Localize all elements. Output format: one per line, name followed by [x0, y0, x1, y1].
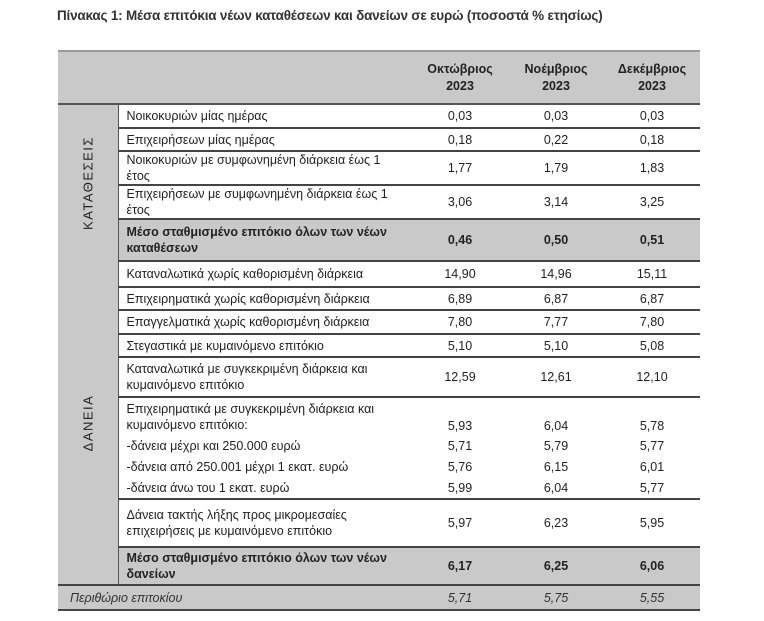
row-value: 5,77	[639, 439, 665, 453]
row-label: Επιχειρηματικά χωρίς καθορισμένη διάρκει…	[118, 286, 412, 310]
table-row: Επιχειρήσεων μίας ημέρας 0,18 0,22 0,18	[58, 127, 700, 151]
row-label: Δάνεια τακτής λήξης προς μικρομεσαίες επ…	[118, 498, 412, 547]
row-value: 6,06	[604, 546, 700, 585]
category-cell: ΚΑΤΑΘΕΣΕΙΣ	[58, 104, 119, 261]
row-value: 0,03	[412, 103, 508, 128]
column-header-october: Οκτώβριος 2023	[412, 50, 508, 105]
table-row: Στεγαστικά με κυμαινόμενο επιτόκιο 5,10 5,…	[58, 333, 700, 357]
row-value: 6,04	[508, 396, 604, 435]
row-value: 5,08	[604, 333, 700, 357]
table-row: Επιχειρήσεων με συμφωνημένη διάρκεια έως…	[58, 184, 700, 219]
category-label: ΚΑΤΑΘΕΣΕΙΣ	[80, 136, 96, 230]
table-title: Πίνακας 1: Μέσα επιτόκια νέων καταθέσεων…	[57, 8, 603, 23]
table-row: -δάνεια από 250.001 μέχρι 1 εκατ. ευρώ 5,…	[58, 457, 700, 477]
table-row: ΚΑΤΑΘΕΣΕΙΣ Νοικοκυριών μίας ημέρας 0,03 0,0…	[58, 103, 700, 261]
row-value: 5,93	[412, 396, 508, 435]
row-value: 3,14	[508, 184, 604, 219]
row-value: 12,61	[508, 356, 604, 397]
row-value: 0,03	[604, 103, 700, 128]
row-value: 0,46	[412, 218, 508, 261]
row-value: 5,78	[604, 396, 700, 435]
margin-row: Περιθώριο επιτοκίου 5,71 5,75 5,55	[58, 584, 700, 611]
row-value: 1,83	[604, 150, 700, 185]
row-value: 0,51	[604, 218, 700, 261]
row-value: 6,17	[412, 546, 508, 585]
row-value: 7,77	[508, 309, 604, 334]
row-label: Καταναλωτικά χωρίς καθορισμένη διάρκεια	[118, 260, 412, 287]
row-value: 6,87	[604, 286, 700, 310]
table-row: Επιχειρηματικά χωρίς καθορισμένη διάρκει…	[58, 286, 700, 310]
table-row: Δάνεια τακτής λήξης προς μικρομεσαίες επ…	[58, 498, 700, 547]
row-label: Επιχειρηματικά με συγκεκριμένη διάρκεια …	[118, 396, 412, 435]
table-row: -δάνεια άνω του 1 εκατ. ευρώ 5,99 6,04 5,77	[58, 477, 700, 499]
row-label: Επαγγελματικά χωρίς καθορισμένη διάρκεια	[118, 309, 412, 334]
row-value: 1,79	[508, 150, 604, 185]
header-empty	[58, 50, 412, 105]
row-value: 6,15	[543, 460, 569, 474]
row-value: 6,25	[508, 546, 604, 585]
row-value: 0,50	[508, 218, 604, 261]
margin-value: 5,55	[604, 584, 700, 611]
row-value: 6,87	[508, 286, 604, 310]
row-label: Επιχειρήσεων μίας ημέρας	[118, 127, 412, 151]
interest-rates-table: Οκτώβριος 2023 Νοέμβριος 2023 Δεκέμβριος…	[58, 50, 700, 611]
row-value: 5,97	[412, 498, 508, 547]
category-cell: ΔΑΝΕΙΑ	[58, 261, 119, 585]
row-label: Νοικοκυριών με συμφωνημένη διάρκεια έως …	[118, 150, 412, 185]
margin-label: Περιθώριο επιτοκίου	[58, 584, 412, 611]
table-row: Καταναλωτικά με συγκεκριμένη διάρκεια κα…	[58, 356, 700, 397]
column-header-november: Νοέμβριος 2023	[508, 50, 604, 105]
row-value: 0,18	[412, 127, 508, 151]
header-row: Οκτώβριος 2023 Νοέμβριος 2023 Δεκέμβριος…	[58, 50, 700, 105]
row-value: 0,22	[508, 127, 604, 151]
row-value: 5,76	[447, 460, 473, 474]
margin-value: 5,75	[508, 584, 604, 611]
row-label: -δάνεια άνω του 1 εκατ. ευρώ	[126, 480, 290, 495]
row-value: 0,18	[604, 127, 700, 151]
row-value: 5,10	[412, 333, 508, 357]
row-value: 5,79	[543, 439, 569, 453]
row-label: Στεγαστικά με κυμαινόμενο επιτόκιο	[118, 333, 412, 357]
row-value: 5,95	[604, 498, 700, 547]
row-label: Μέσο σταθμισμένο επιτόκιο όλων των νέων …	[118, 218, 412, 261]
row-value: 6,23	[508, 498, 604, 547]
row-value: 5,10	[508, 333, 604, 357]
column-header-december: Δεκέμβριος 2023	[604, 50, 700, 105]
table-row: Επιχειρηματικά με συγκεκριμένη διάρκεια …	[58, 396, 700, 435]
row-value: 14,90	[412, 260, 508, 287]
row-label: -δάνεια από 250.001 μέχρι 1 εκατ. ευρώ	[126, 460, 349, 474]
row-value: 7,80	[604, 309, 700, 334]
row-value: 3,25	[604, 184, 700, 219]
row-value: 6,01	[639, 460, 665, 474]
row-value: 0,03	[508, 103, 604, 128]
row-label: -δάνεια μέχρι και 250.000 ευρώ	[126, 439, 301, 453]
table-row: ΔΑΝΕΙΑ Καταναλωτικά χωρίς καθορισμένη διά…	[58, 260, 700, 585]
row-value: 6,04	[543, 480, 569, 495]
category-label: ΔΑΝΕΙΑ	[80, 394, 96, 451]
row-label: Καταναλωτικά με συγκεκριμένη διάρκεια κα…	[118, 356, 412, 397]
row-value: 6,89	[412, 286, 508, 310]
row-value: 3,06	[412, 184, 508, 219]
table-row: Μέσο σταθμισμένο επιτόκιο όλων των νέων …	[58, 546, 700, 585]
table-row: -δάνεια μέχρι και 250.000 ευρώ 5,71 5,79 5,…	[58, 435, 700, 457]
row-value: 5,99	[447, 480, 473, 495]
row-value: 5,71	[447, 439, 473, 453]
row-label: Μέσο σταθμισμένο επιτόκιο όλων των νέων …	[118, 546, 412, 585]
row-value: 1,77	[412, 150, 508, 185]
table-row: Επαγγελματικά χωρίς καθορισμένη διάρκεια…	[58, 309, 700, 334]
table-row: Νοικοκυριών με συμφωνημένη διάρκεια έως …	[58, 150, 700, 185]
margin-value: 5,71	[412, 584, 508, 611]
row-value: 14,96	[508, 260, 604, 287]
table-row: Μέσο σταθμισμένο επιτόκιο όλων των νέων …	[58, 218, 700, 261]
row-value: 15,11	[604, 260, 700, 287]
row-label: Επιχειρήσεων με συμφωνημένη διάρκεια έως…	[118, 184, 412, 219]
row-value: 5,77	[639, 480, 665, 495]
row-value: 12,59	[412, 356, 508, 397]
row-value: 7,80	[412, 309, 508, 334]
row-label: Νοικοκυριών μίας ημέρας	[118, 103, 412, 128]
row-value: 12,10	[604, 356, 700, 397]
